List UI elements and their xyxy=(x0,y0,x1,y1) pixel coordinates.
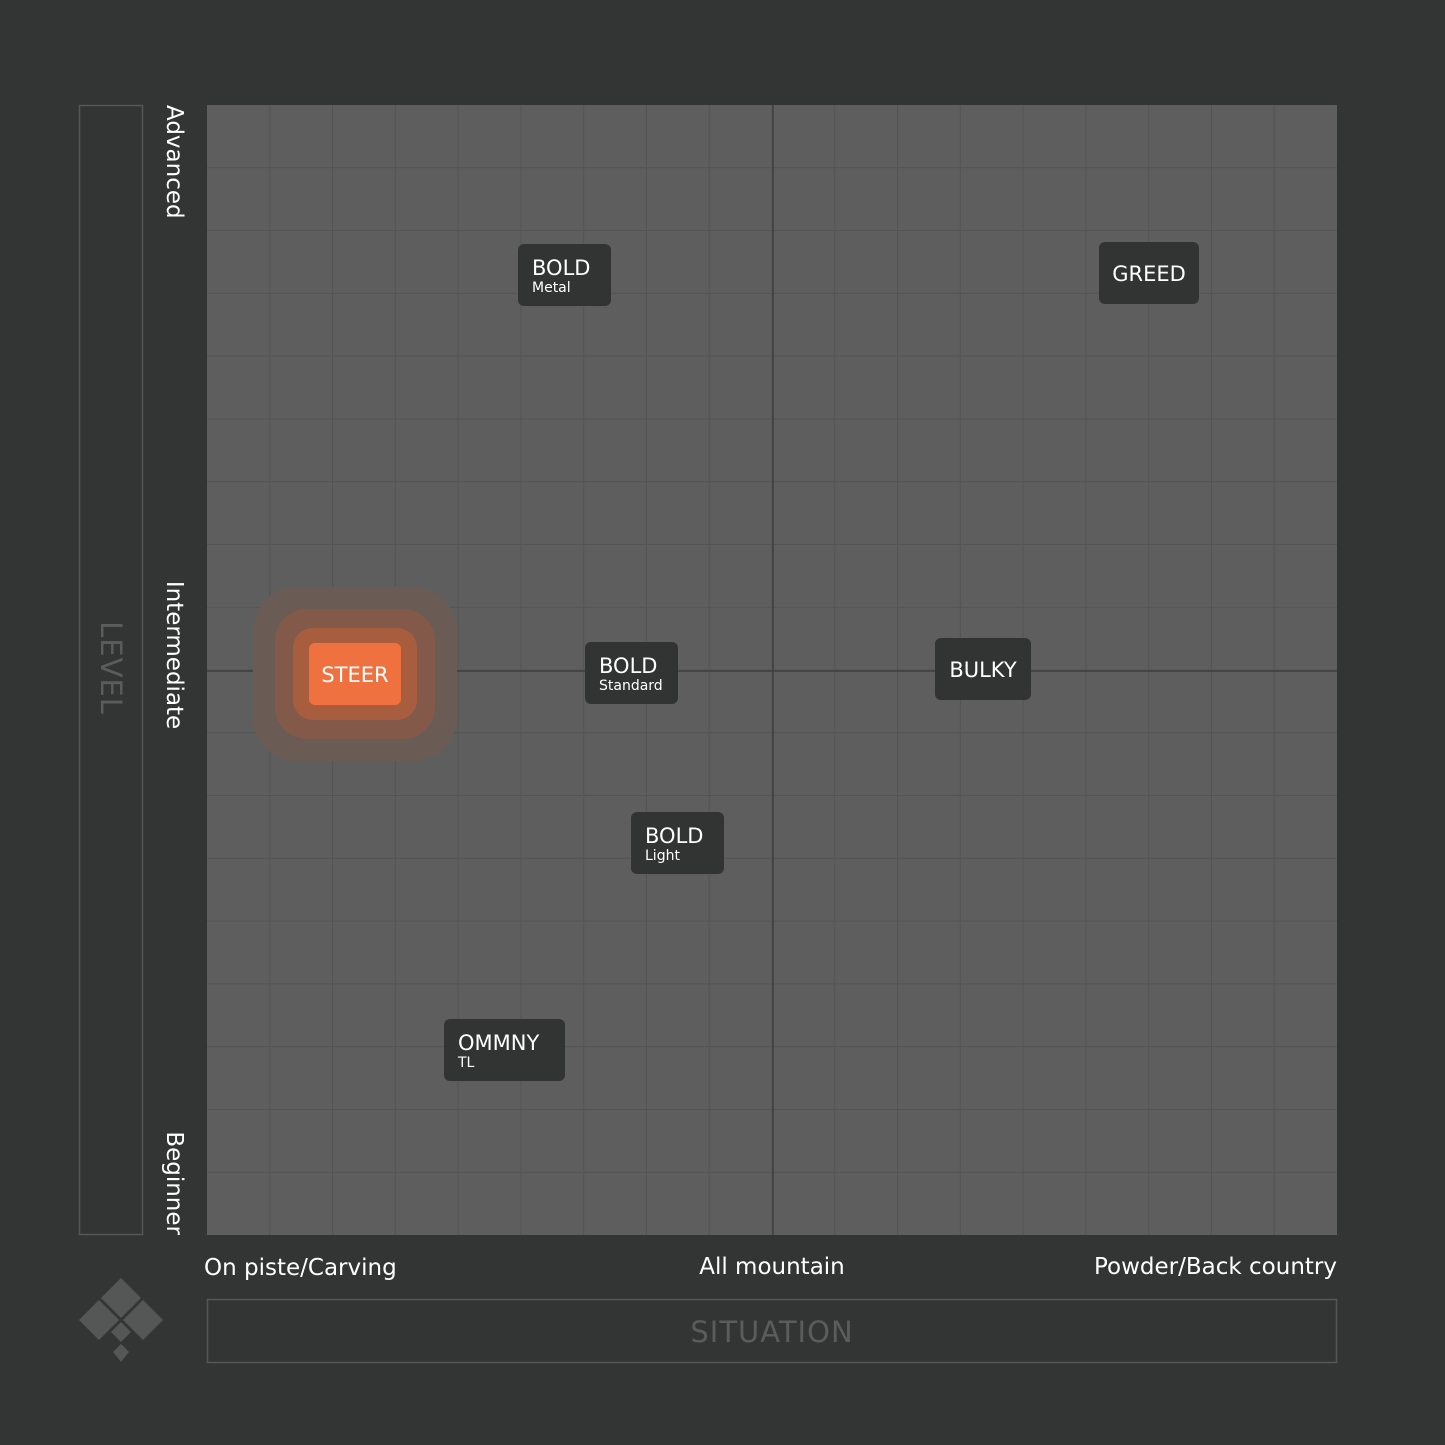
node-title: BULKY xyxy=(949,658,1016,682)
node-title: STEER xyxy=(321,663,388,687)
situation-box xyxy=(206,1298,1338,1364)
node-box xyxy=(631,812,724,874)
node-box xyxy=(444,1019,565,1081)
node-box xyxy=(1099,242,1199,304)
x-label: All mountain xyxy=(699,1254,845,1280)
node-subtitle: Light xyxy=(645,848,680,864)
node-title: BOLD xyxy=(532,256,590,280)
y-label: Beginner xyxy=(161,1131,187,1235)
node-subtitle: Standard xyxy=(599,678,663,694)
node-title: BOLD xyxy=(599,654,657,678)
x-label: Powder/Back country xyxy=(1094,1254,1337,1280)
node-box xyxy=(309,643,401,705)
node-title: GREED xyxy=(1112,262,1186,286)
node-box xyxy=(585,642,678,704)
node-title: OMMNY xyxy=(458,1031,539,1055)
y-title: LEVEL xyxy=(94,621,128,715)
node-box xyxy=(518,244,611,306)
y-label: Intermediate xyxy=(161,581,187,729)
node-subtitle: Metal xyxy=(532,280,571,296)
x-title: SITUATION xyxy=(690,1315,853,1349)
x-label: On piste/Carving xyxy=(204,1255,397,1281)
logo xyxy=(79,1278,163,1362)
y-label: Advanced xyxy=(161,105,187,219)
grid xyxy=(207,105,1337,1235)
level-box xyxy=(78,104,144,1236)
node-box xyxy=(935,638,1031,700)
node-subtitle: TL xyxy=(457,1055,475,1071)
node-title: BOLD xyxy=(645,824,703,848)
